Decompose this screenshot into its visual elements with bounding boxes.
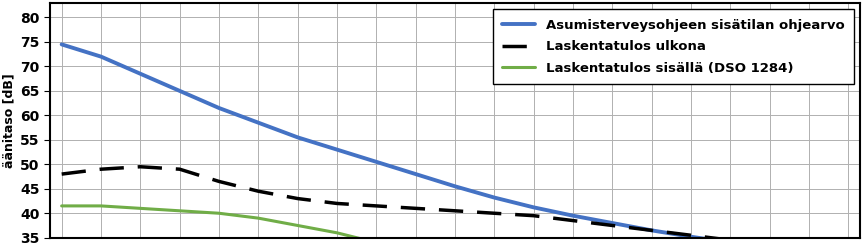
Laskentatulos ulkona xyxy=(214,180,224,183)
Asumisterveysohjeen sisätilan ohjearvo xyxy=(450,185,460,188)
Line: Laskentatulos ulkona: Laskentatulos ulkona xyxy=(61,167,848,249)
Laskentatulos ulkona xyxy=(96,168,106,171)
Y-axis label: äänitaso [dB]: äänitaso [dB] xyxy=(3,73,16,168)
Laskentatulos ulkona xyxy=(411,207,421,210)
Laskentatulos ulkona xyxy=(568,219,578,222)
Asumisterveysohjeen sisätilan ohjearvo xyxy=(371,160,381,163)
Line: Laskentatulos sisällä (DSO 1284): Laskentatulos sisällä (DSO 1284) xyxy=(61,206,416,249)
Asumisterveysohjeen sisätilan ohjearvo xyxy=(568,214,578,217)
Laskentatulos sisällä (DSO 1284) xyxy=(371,241,381,244)
Asumisterveysohjeen sisätilan ohjearvo xyxy=(332,148,343,151)
Laskentatulos ulkona xyxy=(765,244,775,247)
Laskentatulos ulkona xyxy=(686,234,696,237)
Asumisterveysohjeen sisätilan ohjearvo xyxy=(293,136,303,139)
Line: Asumisterveysohjeen sisätilan ohjearvo: Asumisterveysohjeen sisätilan ohjearvo xyxy=(61,44,848,249)
Asumisterveysohjeen sisätilan ohjearvo xyxy=(489,196,500,199)
Laskentatulos ulkona xyxy=(608,224,618,227)
Laskentatulos ulkona xyxy=(725,239,735,242)
Laskentatulos sisällä (DSO 1284) xyxy=(56,204,66,207)
Asumisterveysohjeen sisätilan ohjearvo xyxy=(56,43,66,46)
Asumisterveysohjeen sisätilan ohjearvo xyxy=(411,173,421,176)
Laskentatulos sisällä (DSO 1284) xyxy=(253,217,263,220)
Asumisterveysohjeen sisätilan ohjearvo xyxy=(608,222,618,225)
Laskentatulos ulkona xyxy=(56,173,66,176)
Laskentatulos ulkona xyxy=(332,202,343,205)
Asumisterveysohjeen sisätilan ohjearvo xyxy=(96,55,106,58)
Laskentatulos sisällä (DSO 1284) xyxy=(96,204,106,207)
Laskentatulos sisällä (DSO 1284) xyxy=(135,207,146,210)
Laskentatulos sisällä (DSO 1284) xyxy=(174,209,185,212)
Laskentatulos ulkona xyxy=(646,229,657,232)
Asumisterveysohjeen sisätilan ohjearvo xyxy=(135,72,146,75)
Asumisterveysohjeen sisätilan ohjearvo xyxy=(686,235,696,238)
Asumisterveysohjeen sisätilan ohjearvo xyxy=(214,107,224,110)
Legend: Asumisterveysohjeen sisätilan ohjearvo, Laskentatulos ulkona, Laskentatulos sisä: Asumisterveysohjeen sisätilan ohjearvo, … xyxy=(493,9,854,84)
Laskentatulos sisällä (DSO 1284) xyxy=(332,231,343,234)
Laskentatulos ulkona xyxy=(489,212,500,215)
Asumisterveysohjeen sisätilan ohjearvo xyxy=(765,246,775,249)
Laskentatulos sisällä (DSO 1284) xyxy=(214,212,224,215)
Laskentatulos ulkona xyxy=(293,197,303,200)
Asumisterveysohjeen sisätilan ohjearvo xyxy=(528,206,539,209)
Asumisterveysohjeen sisätilan ohjearvo xyxy=(253,121,263,124)
Laskentatulos ulkona xyxy=(135,165,146,168)
Laskentatulos ulkona xyxy=(804,246,815,249)
Asumisterveysohjeen sisätilan ohjearvo xyxy=(646,229,657,232)
Asumisterveysohjeen sisätilan ohjearvo xyxy=(725,241,735,244)
Asumisterveysohjeen sisätilan ohjearvo xyxy=(174,89,185,92)
Laskentatulos ulkona xyxy=(450,209,460,212)
Laskentatulos ulkona xyxy=(174,168,185,171)
Laskentatulos ulkona xyxy=(371,204,381,207)
Laskentatulos ulkona xyxy=(253,190,263,193)
Laskentatulos ulkona xyxy=(528,214,539,217)
Laskentatulos sisällä (DSO 1284) xyxy=(293,224,303,227)
